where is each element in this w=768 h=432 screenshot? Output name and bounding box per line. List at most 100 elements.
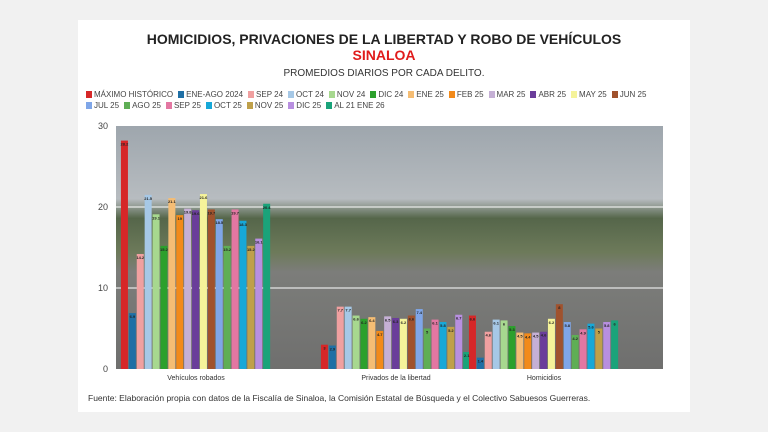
bar-data-label: 6 (503, 321, 506, 326)
bar (415, 309, 423, 369)
bar (239, 220, 247, 369)
bar (144, 194, 152, 369)
bar (152, 214, 160, 369)
legend-item: JUN 25 (611, 89, 647, 100)
legend-item: NOV 25 (246, 100, 284, 111)
bar-data-label: 16.1 (255, 240, 264, 245)
bar-data-label: 6 (614, 321, 617, 326)
bar (439, 322, 447, 369)
bar (128, 313, 136, 369)
bar-data-label: 4.4 (525, 334, 531, 339)
bar-data-label: 4.6 (485, 333, 491, 338)
bar (463, 351, 471, 369)
bar (455, 314, 463, 369)
bar-data-label: 15.2 (160, 247, 169, 252)
bar (360, 318, 368, 369)
bar (392, 317, 400, 369)
legend-swatch (86, 91, 92, 98)
legend-item: NOV 24 (328, 89, 365, 100)
bar (431, 319, 439, 369)
legend-swatch (370, 91, 377, 98)
legend-label: JUN 25 (619, 90, 647, 99)
bar-data-label: 7.7 (337, 308, 343, 313)
bar (407, 315, 415, 369)
bar (176, 215, 184, 369)
legend-swatch (530, 91, 537, 98)
legend-item: ENE-AGO 2024 (178, 89, 243, 100)
legend-swatch (248, 91, 255, 98)
bar-data-label: 6.2 (549, 320, 555, 325)
legend-label: MAR 25 (496, 90, 526, 99)
legend-item: JUL 25 (86, 100, 119, 111)
legend-item: MAY 25 (571, 89, 607, 100)
bar (120, 140, 128, 369)
bar-data-label: 4.2 (572, 336, 578, 341)
bar (555, 304, 563, 369)
legend-swatch (178, 91, 185, 98)
bar-data-label: 15.2 (247, 247, 256, 252)
bar (192, 210, 200, 369)
bar-data-label: 15.2 (223, 247, 232, 252)
bar (255, 238, 263, 369)
bar (344, 306, 352, 369)
legend-label: ABR 25 (538, 90, 567, 99)
legend-item: OCT 24 (288, 89, 324, 100)
bar-data-label: 2.1 (464, 353, 470, 358)
bar-data-label: 4.6 (541, 333, 547, 338)
legend-item: AL 21 ENE 26 (326, 100, 385, 111)
legend-swatch (205, 102, 212, 109)
bar-data-label: 19.7 (207, 210, 216, 215)
legend-swatch (448, 91, 455, 98)
bar-data-label: 6.6 (409, 317, 415, 322)
y-tick-label: 10 (98, 283, 108, 293)
legend-swatch (86, 102, 92, 109)
bar-data-label: 1.4 (478, 359, 484, 364)
legend: MÁXIMO HISTÓRICO ENE-AGO 2024 SEP 24 OCT 24… (86, 89, 686, 111)
legend-label: JUL 25 (94, 101, 120, 110)
legend-label: SEP 25 (173, 101, 201, 110)
legend-swatch (611, 91, 618, 98)
bar-data-label: 4.7 (377, 332, 383, 337)
legend-label: ENE 25 (416, 90, 444, 99)
y-tick-label: 0 (103, 364, 108, 374)
bar-data-label: 19.6 (192, 211, 201, 216)
bar (492, 319, 500, 369)
legend-item: AGO 25 (124, 100, 161, 111)
legend-swatch (571, 91, 578, 98)
bar-data-label: 5.2 (448, 328, 454, 333)
bar (384, 316, 392, 369)
legend-item: DIC 25 (288, 100, 321, 111)
bar-data-label: 5 (598, 330, 601, 335)
legend-item: MAR 25 (488, 89, 526, 100)
bar-data-label: 20.4 (263, 205, 272, 210)
bar (532, 332, 540, 369)
bar-data-label: 5.3 (509, 327, 515, 332)
legend-label: DIC 25 (296, 101, 322, 110)
bar-data-label: 5.8 (604, 323, 610, 328)
legend-swatch (288, 91, 295, 98)
legend-label: MÁXIMO HISTÓRICO (94, 90, 174, 99)
bar (579, 329, 587, 369)
bar (603, 322, 611, 369)
bar (223, 245, 231, 369)
bar (376, 330, 384, 369)
bar-data-label: 5 (426, 330, 429, 335)
legend-item: SEP 25 (165, 100, 201, 111)
bar (184, 208, 192, 369)
bar (231, 209, 239, 369)
bar (263, 203, 271, 369)
legend-item: FEB 25 (448, 89, 484, 100)
bar (336, 306, 344, 369)
legend-item: DIC 24 (370, 89, 403, 100)
legend-label: ENE-AGO 2024 (186, 90, 244, 99)
y-tick-label: 20 (98, 202, 108, 212)
bar-data-label: 18.5 (215, 220, 224, 225)
bar (484, 331, 492, 369)
bar-data-label: 5.8 (440, 323, 446, 328)
bar-data-label: 6.6 (353, 317, 359, 322)
bar (136, 253, 144, 369)
x-category-label: Homicidios (527, 375, 562, 382)
bar-data-label: 6.7 (456, 316, 462, 321)
legend-label: NOV 25 (254, 101, 284, 110)
bar-data-label: 6.6 (470, 317, 476, 322)
